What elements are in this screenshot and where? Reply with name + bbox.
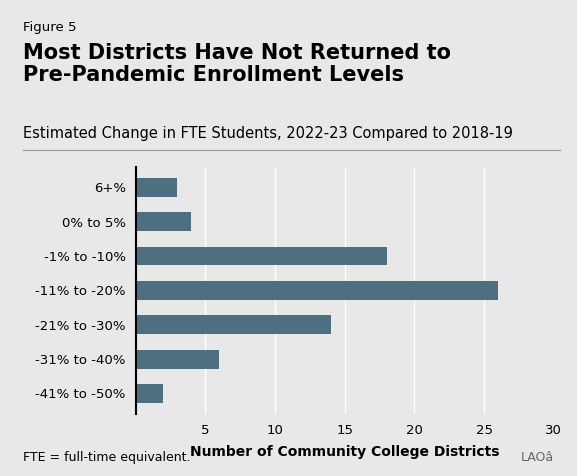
Bar	[136, 349, 219, 368]
Bar	[136, 178, 178, 197]
X-axis label: Number of Community College Districts: Number of Community College Districts	[190, 445, 500, 459]
Text: FTE = full-time equivalent.: FTE = full-time equivalent.	[23, 451, 190, 464]
Bar	[136, 247, 387, 266]
Text: Estimated Change in FTE Students, 2022-23 Compared to 2018-19: Estimated Change in FTE Students, 2022-2…	[23, 126, 513, 141]
Text: Most Districts Have Not Returned to
Pre-Pandemic Enrollment Levels: Most Districts Have Not Returned to Pre-…	[23, 43, 451, 85]
Text: LAOâ: LAOâ	[521, 451, 554, 464]
Bar	[136, 212, 192, 231]
Bar	[136, 281, 498, 300]
Text: Figure 5: Figure 5	[23, 21, 77, 34]
Bar	[136, 315, 331, 334]
Bar	[136, 384, 163, 403]
